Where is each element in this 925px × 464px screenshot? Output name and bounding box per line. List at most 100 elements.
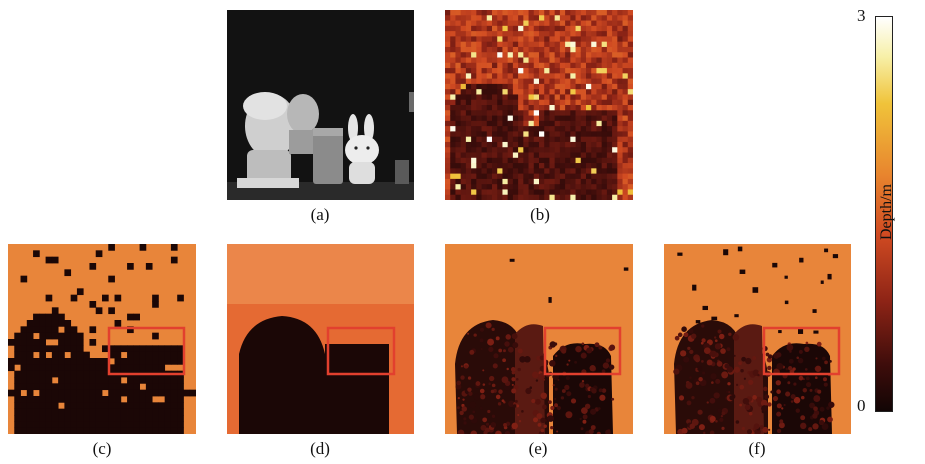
depth-pixel	[460, 46, 467, 53]
depth-texture	[468, 414, 474, 420]
depth-pixel	[502, 157, 509, 164]
depth-pixel	[497, 62, 503, 69]
depth-texture	[792, 367, 796, 371]
depth-texture	[601, 388, 607, 393]
depth-pixel	[465, 147, 472, 153]
depth-pixel	[518, 62, 524, 69]
depth-pixel	[512, 89, 519, 95]
depth-pixel	[518, 20, 524, 27]
depth-pixel	[460, 15, 467, 21]
depth-pixel	[612, 52, 618, 58]
depth-pixel	[486, 163, 493, 169]
depth-pixel	[512, 163, 519, 169]
depth-texture	[467, 387, 472, 392]
depth-pixel	[507, 73, 514, 80]
depth-pixel	[481, 147, 488, 153]
depth-pixel	[591, 157, 597, 164]
depth-texture	[709, 397, 716, 404]
depth-pixel	[492, 141, 498, 148]
depth-pixel	[476, 52, 482, 58]
depth-pixel	[476, 173, 482, 180]
depth-pixel	[512, 94, 519, 101]
depth-pixel	[580, 120, 587, 127]
depth-texture	[538, 373, 545, 380]
depth-pixel	[445, 120, 451, 127]
depth-pixel	[565, 120, 571, 127]
depth-pixel	[617, 46, 623, 53]
depth-pixel	[518, 99, 524, 106]
depth-pixel	[512, 147, 519, 153]
depth-texture	[698, 424, 705, 431]
depth-pixel	[492, 189, 498, 196]
depth-pixel	[39, 332, 46, 340]
depth-pixel	[89, 396, 97, 403]
depth-pixel	[617, 184, 623, 190]
depth-pixel	[507, 147, 514, 153]
depth-pixel	[559, 120, 566, 127]
depth-pixel	[14, 383, 21, 391]
depth-pixel	[177, 345, 184, 353]
depth-pixel	[39, 320, 46, 327]
depth-pixel	[502, 120, 509, 127]
depth-texture	[788, 358, 794, 364]
depth-pixel	[455, 10, 462, 16]
depth-texture	[805, 341, 809, 345]
depth-pixel	[139, 415, 147, 422]
depth-pixel	[492, 15, 498, 21]
depth-pixel	[612, 73, 618, 80]
depth-pixel	[127, 427, 134, 434]
depth-texture	[581, 342, 585, 346]
depth-pixel	[445, 184, 451, 190]
depth-texture	[721, 371, 729, 379]
depth-pixel	[523, 73, 529, 80]
depth-pixel	[114, 377, 122, 384]
depth-pixel	[114, 427, 122, 434]
depth-pixel	[533, 168, 540, 175]
depth-texture	[555, 354, 558, 358]
depth-pixel	[617, 152, 623, 159]
depth-pixel	[565, 126, 571, 132]
depth-pixel	[486, 105, 493, 111]
depth-pixel	[492, 147, 498, 153]
depth-pixel	[617, 147, 623, 153]
depth-texture	[575, 345, 582, 353]
depth-texture	[813, 395, 821, 403]
depth-texture	[540, 392, 547, 399]
depth-pixel	[455, 194, 462, 200]
depth-pixel	[170, 421, 178, 429]
depth-pixel	[64, 421, 72, 429]
depth-pixel	[158, 383, 166, 391]
depth-pixel	[158, 358, 166, 365]
depth-pixel	[601, 73, 608, 80]
depth-hole	[692, 284, 697, 291]
depth-texture	[511, 333, 518, 340]
depth-pixel	[586, 99, 592, 106]
depth-pixel	[455, 131, 462, 138]
depth-pixel	[70, 427, 78, 434]
depth-pixel	[492, 152, 498, 159]
depth-texture	[460, 375, 465, 380]
depth-pixel	[70, 332, 78, 340]
depth-pixel	[528, 189, 535, 196]
depth-pixel	[586, 62, 592, 69]
depth-pixel	[460, 83, 467, 90]
depth-hole	[827, 273, 832, 280]
depth-pixel	[606, 78, 613, 85]
depth-texture	[797, 357, 804, 364]
depth-pixel	[471, 105, 477, 111]
depth-pixel	[622, 110, 629, 116]
depth-pixel	[486, 10, 493, 16]
depth-pixel	[170, 351, 178, 359]
depth-pixel	[586, 78, 592, 85]
depth-pixel	[481, 163, 488, 169]
depth-pixel	[591, 173, 597, 180]
depth-pixel	[575, 62, 582, 69]
depth-pixel	[518, 120, 524, 127]
depth-pixel	[58, 332, 65, 340]
depth-pixel	[539, 36, 545, 43]
depth-texture	[735, 420, 740, 424]
depth-texture	[597, 407, 601, 410]
depth-pixel	[617, 94, 623, 101]
depth-pixel	[601, 126, 608, 132]
depth-texture	[588, 429, 594, 434]
